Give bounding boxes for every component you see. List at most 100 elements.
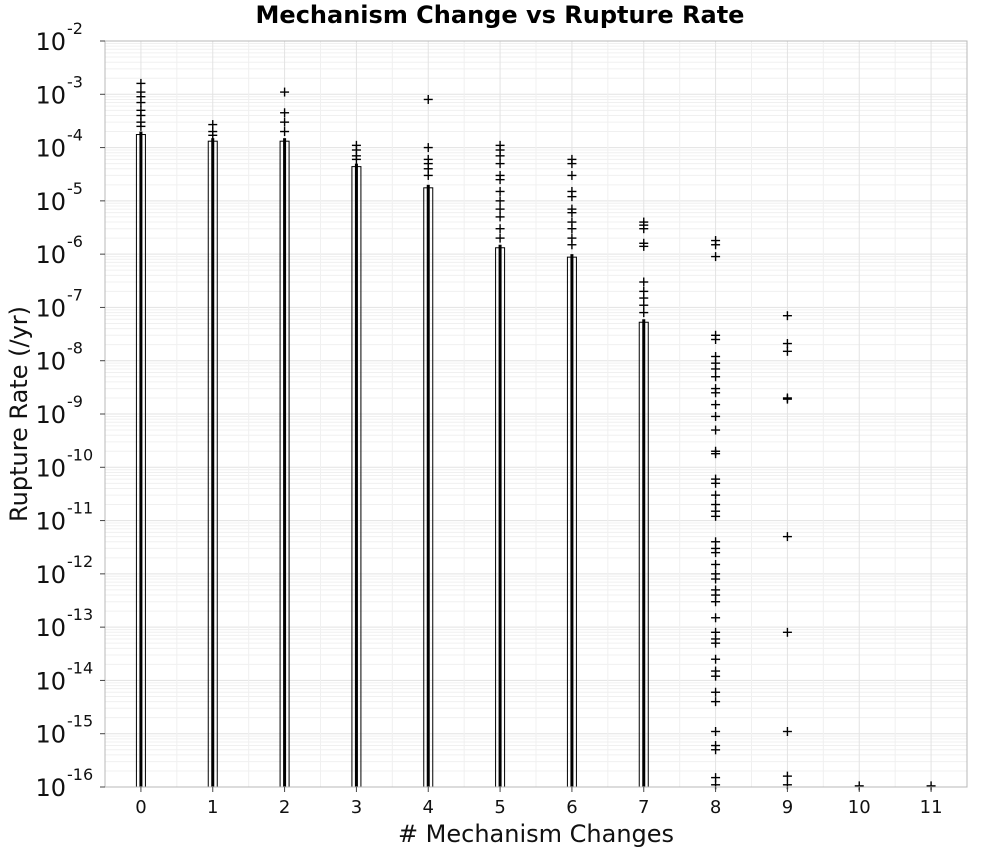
y-tick-label: 10 -16 — [35, 765, 93, 802]
point-x8 — [711, 745, 721, 755]
dense-column-x3 — [354, 163, 358, 787]
y-tick-base: 10 — [35, 508, 66, 536]
x-tick-label: 6 — [566, 797, 577, 818]
y-tick-base: 10 — [35, 561, 66, 589]
chart-title: Mechanism Change vs Rupture Rate — [256, 1, 745, 29]
point-x7 — [639, 277, 649, 287]
point-x5 — [495, 159, 505, 169]
point-x6 — [567, 192, 577, 202]
point-x8 — [711, 638, 721, 648]
point-x8 — [711, 252, 721, 262]
dense-column-x1 — [211, 138, 215, 787]
x-tick-label: 4 — [423, 797, 434, 818]
y-tick-label: 10 -14 — [35, 658, 93, 695]
y-tick-exponent: -15 — [67, 712, 93, 731]
point-x6 — [567, 170, 577, 180]
y-tick-label: 10 -4 — [35, 126, 83, 163]
point-x0 — [136, 121, 146, 131]
point-x9 — [782, 311, 792, 321]
y-tick-label: 10 -5 — [35, 179, 83, 216]
point-x8 — [711, 511, 721, 521]
point-x2 — [280, 127, 290, 137]
dense-column-x7 — [642, 319, 646, 787]
point-x6 — [567, 224, 577, 234]
y-tick-exponent: -3 — [67, 72, 83, 91]
y-tick-exponent: -7 — [67, 285, 83, 304]
point-x6 — [567, 208, 577, 218]
y-tick-exponent: -11 — [67, 499, 93, 518]
point-x8 — [711, 335, 721, 345]
x-tick-label: 10 — [848, 797, 871, 818]
point-x2 — [280, 108, 290, 118]
y-tick-base: 10 — [35, 667, 66, 695]
point-x8 — [711, 411, 721, 421]
y-tick-label: 10 -7 — [35, 285, 83, 322]
point-x9 — [782, 771, 792, 781]
y-tick-exponent: -16 — [67, 765, 93, 784]
y-tick-base: 10 — [35, 241, 66, 269]
point-x8 — [711, 613, 721, 623]
point-x8 — [711, 425, 721, 435]
y-tick-exponent: -9 — [67, 392, 83, 411]
y-tick-label: 10 -11 — [35, 499, 93, 536]
y-tick-exponent: -14 — [67, 658, 93, 677]
y-tick-exponent: -5 — [67, 179, 83, 198]
y-tick-label: 10 -10 — [35, 445, 93, 482]
point-x5 — [495, 233, 505, 243]
point-x5 — [495, 175, 505, 185]
point-x2 — [280, 87, 290, 97]
y-tick-base: 10 — [35, 294, 66, 322]
y-tick-base: 10 — [35, 721, 66, 749]
point-x8 — [711, 478, 721, 488]
point-x8 — [711, 687, 721, 697]
scatter-points — [136, 78, 936, 791]
point-x3 — [351, 154, 361, 164]
y-tick-base: 10 — [35, 348, 66, 376]
y-tick-exponent: -12 — [67, 552, 93, 571]
y-tick-label: 10 -3 — [35, 72, 83, 109]
point-x8 — [711, 490, 721, 500]
y-tick-base: 10 — [35, 774, 66, 802]
y-tick-base: 10 — [35, 454, 66, 482]
point-x6 — [567, 240, 577, 250]
point-x8 — [711, 697, 721, 707]
x-axis-ticks: 0 1 2 3 4 5 6 7 8 9 10 11 — [135, 787, 943, 818]
dense-column-x4 — [426, 184, 430, 788]
point-x9 — [782, 627, 792, 637]
point-x8 — [711, 548, 721, 558]
y-tick-base: 10 — [35, 81, 66, 109]
point-x8 — [711, 597, 721, 607]
point-x6 — [567, 159, 577, 169]
dense-column-x5 — [498, 244, 502, 787]
y-tick-label: 10 -12 — [35, 552, 93, 589]
point-x8 — [711, 400, 721, 410]
dense-column-x6 — [570, 254, 574, 788]
point-x7 — [639, 241, 649, 251]
point-x9 — [782, 339, 792, 349]
point-x7 — [639, 308, 649, 318]
y-tick-exponent: -13 — [67, 605, 93, 624]
dense-column-x0 — [139, 131, 143, 787]
x-tick-label: 8 — [710, 797, 721, 818]
point-x8 — [711, 364, 721, 374]
point-x7 — [639, 224, 649, 234]
point-x9 — [782, 727, 792, 737]
y-tick-exponent: -10 — [67, 445, 93, 464]
y-tick-base: 10 — [35, 614, 66, 642]
x-tick-label: 5 — [494, 797, 505, 818]
x-tick-label: 1 — [207, 797, 218, 818]
point-x8 — [711, 372, 721, 382]
point-x8 — [711, 559, 721, 569]
y-tick-label: 10 -15 — [35, 712, 93, 749]
point-x8 — [711, 727, 721, 737]
point-x8 — [711, 671, 721, 681]
y-tick-label: 10 -13 — [35, 605, 93, 642]
y-tick-label: 10 -6 — [35, 232, 83, 269]
point-x8 — [711, 654, 721, 664]
point-x5 — [495, 196, 505, 206]
point-x8 — [711, 388, 721, 398]
point-x8 — [711, 449, 721, 459]
